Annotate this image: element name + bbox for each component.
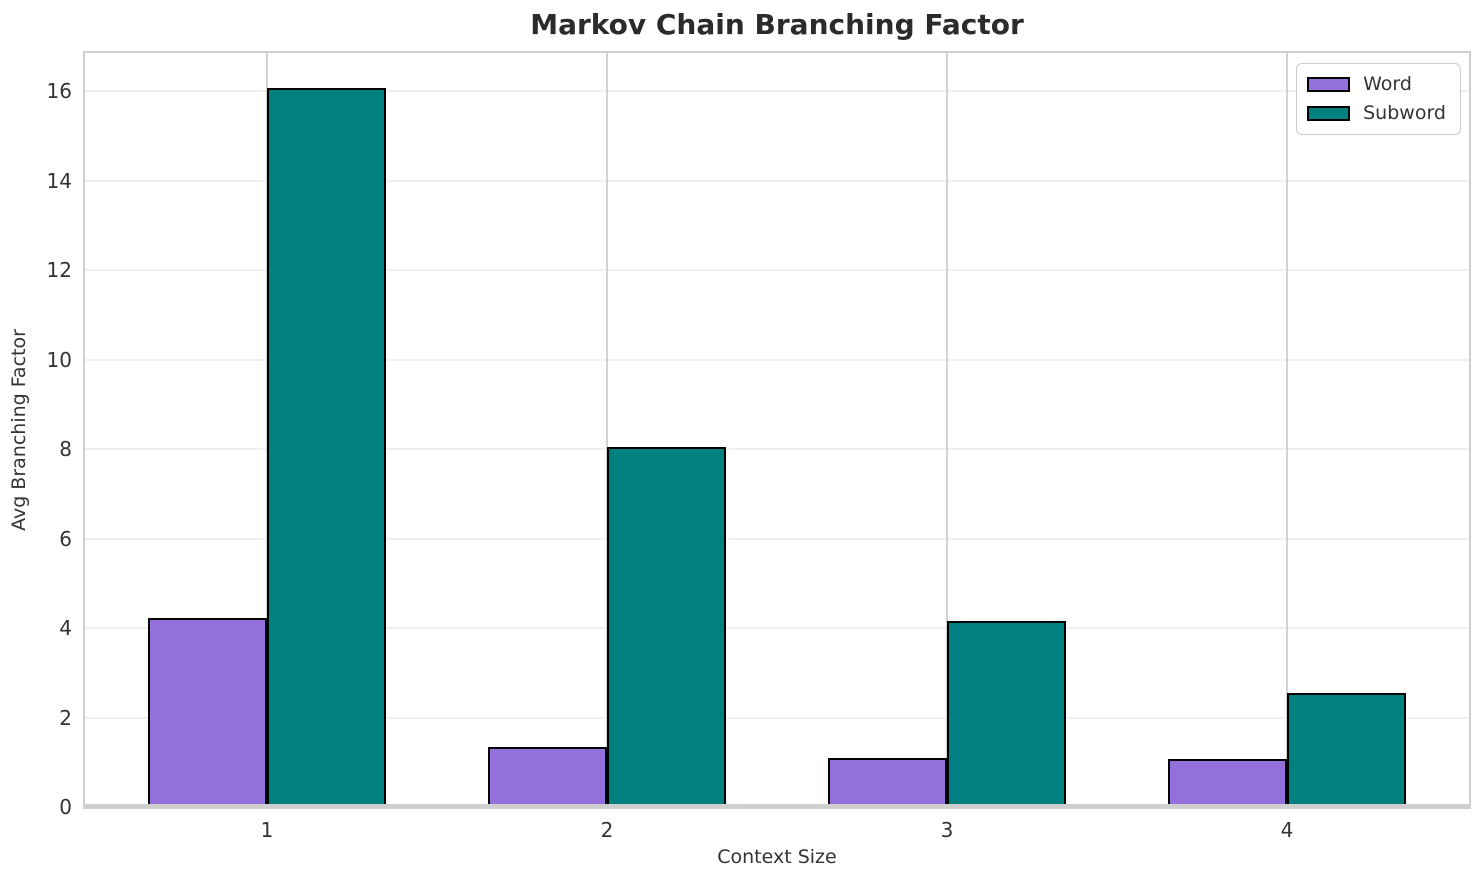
legend-label: Word [1363, 73, 1412, 95]
y-tick-label: 10 [46, 347, 72, 372]
h-gridline [85, 537, 1469, 540]
v-gridline [946, 53, 948, 807]
h-gridline [85, 627, 1469, 630]
y-tick-label: 0 [59, 795, 72, 819]
v-gridline [1286, 53, 1288, 807]
x-tick-label: 1 [260, 818, 274, 842]
plot-area: Word Subword [83, 51, 1471, 809]
bar-word-context-4 [1168, 759, 1287, 807]
h-gridline [85, 179, 1469, 182]
legend-swatch-icon [1307, 77, 1351, 92]
y-tick-label: 8 [59, 437, 72, 462]
legend-item-subword: Subword [1307, 103, 1446, 124]
legend-swatch-icon [1307, 106, 1351, 121]
bar-subword-context-2 [607, 447, 726, 807]
h-gridline [85, 716, 1469, 719]
y-tick-label: 16 [46, 79, 72, 104]
x-axis-spine [85, 804, 1469, 807]
h-gridline [85, 448, 1469, 451]
bar-word-context-2 [488, 747, 607, 807]
bar-subword-context-1 [267, 88, 386, 807]
y-tick-label: 4 [59, 616, 72, 641]
h-gridline [85, 269, 1469, 272]
legend-item-word: Word [1307, 74, 1446, 95]
y-tick-label: 6 [59, 526, 72, 551]
legend-label: Subword [1363, 102, 1446, 124]
bar-word-context-1 [148, 618, 267, 807]
bar-word-context-3 [828, 758, 947, 807]
x-axis-label: Context Size [717, 846, 837, 868]
chart-title: Markov Chain Branching Factor [530, 8, 1024, 41]
y-tick-label: 12 [46, 258, 72, 283]
legend: Word Subword [1296, 63, 1461, 135]
y-tick-label: 14 [46, 168, 72, 193]
bar-subword-context-4 [1287, 693, 1406, 807]
x-tick-label: 3 [940, 818, 954, 842]
y-tick-label: 2 [59, 705, 72, 730]
x-tick-label: 2 [600, 818, 614, 842]
v-gridline [606, 53, 608, 807]
x-tick-label: 4 [1280, 818, 1294, 842]
bar-subword-context-3 [947, 621, 1066, 807]
h-gridline [85, 358, 1469, 361]
h-gridline [85, 90, 1469, 93]
